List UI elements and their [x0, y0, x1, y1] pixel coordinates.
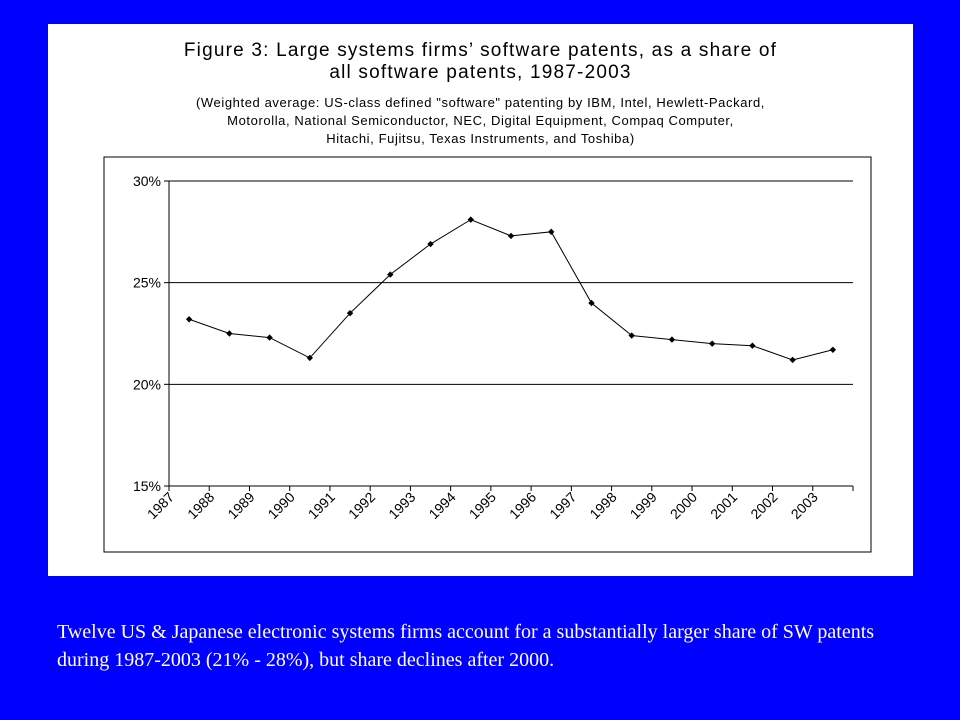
data-point [507, 232, 515, 240]
y-tick-label: 25% [133, 275, 161, 291]
y-axis: 15% 20% 25% 30% [133, 173, 170, 494]
slide-caption: Twelve US & Japanese electronic systems … [57, 621, 875, 671]
line-chart: 15%20%25%30% 1987 1988 1989 1990 1991 1992 199… [103, 156, 872, 553]
y-tick-label: 15% [133, 478, 161, 494]
data-point [668, 336, 676, 343]
data-point [588, 299, 595, 307]
data-point [467, 216, 474, 223]
y-tick-label: 30% [133, 173, 161, 189]
data-point [427, 240, 434, 248]
y-tick-label: 20% [133, 376, 161, 392]
data-point [185, 316, 193, 323]
gridlines [169, 180, 853, 385]
chart-subtitle: (Weighted average: US-class defined "sof… [195, 95, 766, 146]
data-point [306, 354, 314, 362]
data-point [266, 334, 273, 341]
chart-title-line-1: Figure 3: Large systems firms’ software … [183, 40, 778, 61]
data-point [708, 340, 716, 347]
data-point [789, 356, 796, 364]
data-point [628, 332, 635, 339]
data-point [749, 342, 756, 349]
series-group [185, 216, 837, 364]
chart-title-line-2: all software patents, 1987-2003 [329, 62, 632, 83]
data-point [387, 271, 394, 278]
data-point [346, 309, 354, 317]
figure-panel: Figure 3: Large systems firms’ software … [48, 24, 913, 576]
data-point [226, 330, 233, 337]
chart-title: Figure 3: Large systems firms’ software … [48, 40, 913, 84]
data-point [829, 346, 837, 353]
